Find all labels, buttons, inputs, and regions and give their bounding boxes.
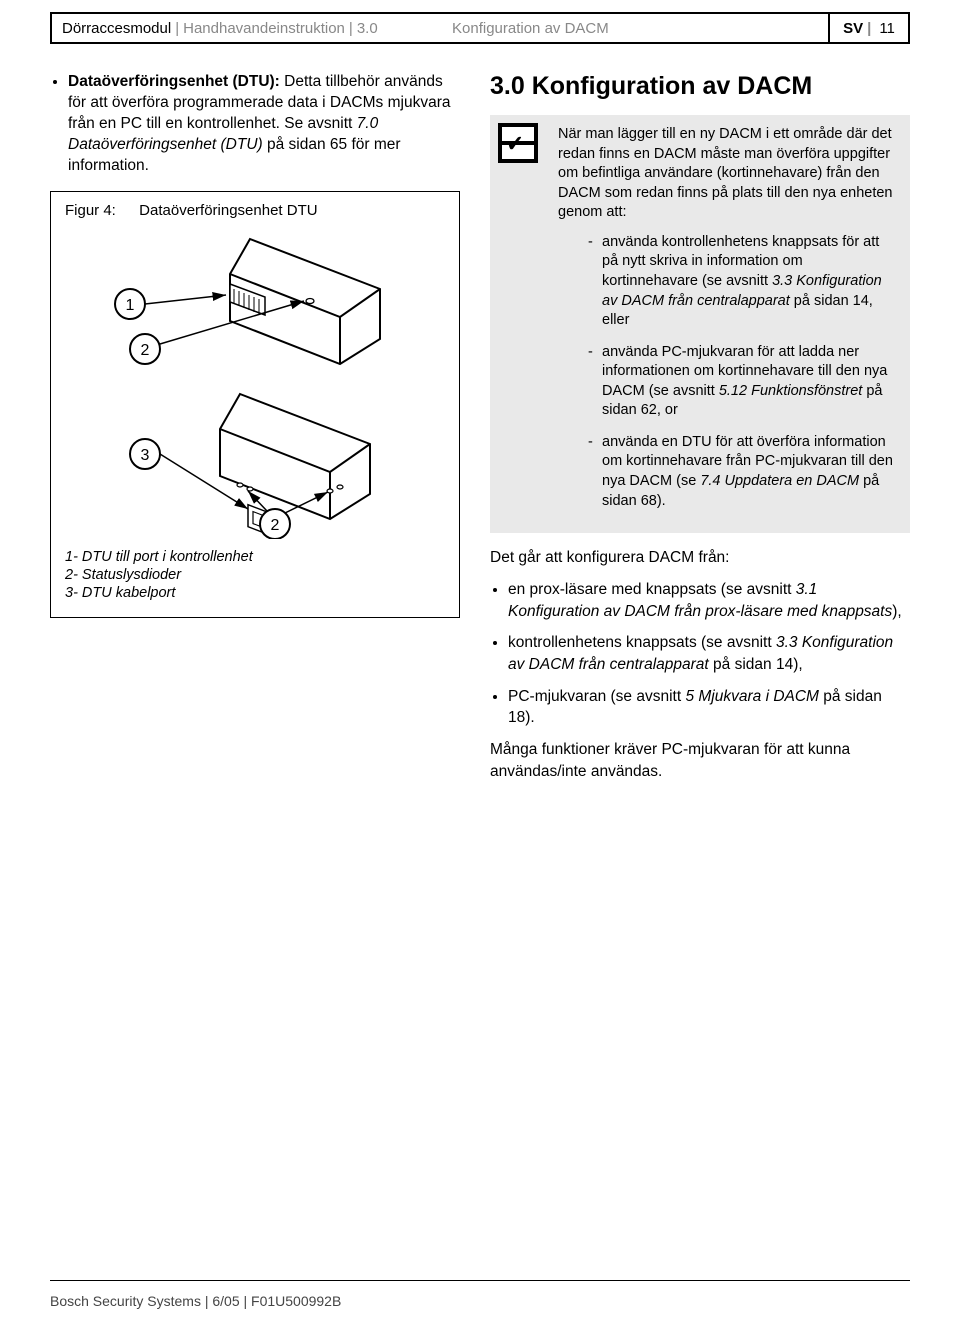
figure-legend: 1- DTU till port i kontrollenhet 2- Stat… (65, 549, 445, 601)
legend-3: 3- DTU kabelport (65, 585, 445, 601)
after-intro: Det går att konfigurera DACM från: (490, 547, 910, 569)
callout-1: 1 (126, 297, 135, 314)
after-li-2a: kontrollenhetens knappsats (se avsnitt (508, 634, 776, 651)
legend-2: 2- Statuslysdioder (65, 567, 445, 583)
header-part-2: Handhavandeinstruktion (183, 20, 345, 37)
header-right: SV | 11 (828, 14, 908, 42)
header-page: 11 (879, 20, 895, 37)
after-li-1a: en prox-läsare med knappsats (se avsnitt (508, 581, 796, 598)
after-li-3a: PC-mjukvaran (se avsnitt (508, 688, 685, 705)
footer-rule (50, 1280, 910, 1281)
note-sublist: använda kontrollenhetens knappsats för a… (588, 233, 898, 511)
after-li-1: en prox-läsare med knappsats (se avsnitt… (508, 579, 910, 622)
figure-4-box: Figur 4: Dataöverföringsenhet DTU (50, 191, 460, 618)
callout-2: 2 (141, 342, 150, 359)
figure-label: Figur 4: (65, 202, 135, 219)
note-sub-3: använda en DTU för att överföra informat… (588, 433, 898, 511)
callout-2b: 2 (271, 517, 280, 534)
dtu-bullet: Dataöverföringsenhet (DTU): Detta tillbe… (68, 72, 460, 177)
right-column: 3.0 Konfiguration av DACM ✓ När man lägg… (490, 72, 910, 792)
note-box: ✓ När man lägger till en ny DACM i ett o… (490, 115, 910, 533)
figure-name: Dataöverföringsenhet DTU (139, 202, 317, 219)
section-heading: 3.0 Konfiguration av DACM (490, 72, 910, 101)
header-middle: Konfiguration av DACM (442, 14, 828, 42)
after-note: Det går att konfigurera DACM från: en pr… (490, 547, 910, 782)
main-columns: Dataöverföringsenhet (DTU): Detta tillbe… (50, 72, 910, 792)
header-lang: SV (843, 20, 863, 37)
dtu-bullet-list: Dataöverföringsenhet (DTU): Detta tillbe… (50, 72, 460, 177)
left-column: Dataöverföringsenhet (DTU): Detta tillbe… (50, 72, 460, 792)
header-left: Dörraccesmodul | Handhavandeinstruktion … (52, 14, 442, 42)
dtu-bullet-bold: Dataöverföringsenhet (DTU): (68, 73, 280, 90)
header-part-3: 3.0 (357, 20, 378, 37)
after-final: Många funktioner kräver PC-mjukvaran för… (490, 739, 910, 782)
page-header: Dörraccesmodul | Handhavandeinstruktion … (50, 12, 910, 44)
after-li-2b: på sidan 14), (709, 656, 803, 673)
legend-1: 1- DTU till port i kontrollenhet (65, 549, 445, 565)
footer-text: Bosch Security Systems | 6/05 | F01U5009… (50, 1293, 341, 1309)
dtu-top-device (230, 239, 380, 364)
header-part-1: Dörraccesmodul (62, 20, 171, 37)
header-sep-3: | (867, 20, 871, 37)
dtu-illustration: 1 2 3 2 (65, 229, 445, 539)
dtu-svg: 1 2 3 2 (90, 229, 420, 539)
note-icon-cell: ✓ (490, 115, 546, 533)
after-li-3: PC-mjukvaran (se avsnitt 5 Mjukvara i DA… (508, 686, 910, 729)
figure-title: Figur 4: Dataöverföringsenhet DTU (65, 202, 445, 219)
header-sep-1: | (175, 20, 179, 37)
callout-3: 3 (141, 447, 150, 464)
after-li-2: kontrollenhetens knappsats (se avsnitt 3… (508, 632, 910, 675)
note-sub-3i: 7.4 Uppdatera en DACM (700, 473, 859, 489)
after-li-3i: 5 Mjukvara i DACM (685, 688, 819, 705)
note-intro: När man lägger till en ny DACM i ett omr… (558, 126, 893, 220)
after-list: en prox-läsare med knappsats (se avsnitt… (490, 579, 910, 729)
note-body: När man lägger till en ny DACM i ett omr… (546, 115, 910, 533)
note-sub-1: använda kontrollenhetens knappsats för a… (588, 233, 898, 331)
note-sub-2: använda PC-mjukvaran för att ladda ner i… (588, 343, 898, 421)
page: Dörraccesmodul | Handhavandeinstruktion … (0, 12, 960, 1331)
header-sep-2: | (349, 20, 353, 37)
note-icon: ✓ (498, 123, 538, 163)
note-sub-2i: 5.12 Funktionsfönstret (719, 383, 862, 399)
dtu-bottom-device (220, 394, 370, 538)
after-li-1b: ), (892, 603, 901, 620)
